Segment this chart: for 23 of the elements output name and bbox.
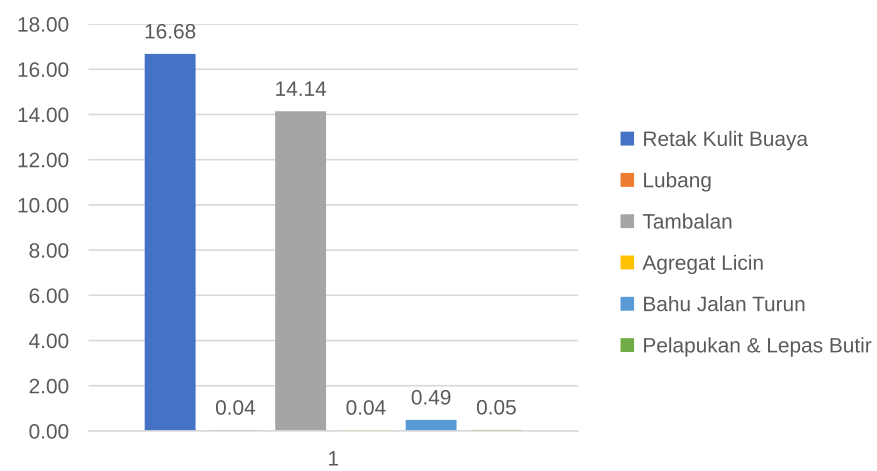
- y-tick-label: 6.00: [30, 288, 68, 304]
- data-label: 0.05: [476, 400, 516, 415]
- legend-label: Lubang: [644, 172, 711, 192]
- data-label: 0.49: [412, 390, 450, 405]
- y-tick-label: 14.00: [18, 107, 68, 122]
- legend-label: Tambalan: [642, 213, 732, 229]
- data-label: 0.04: [346, 400, 386, 415]
- y-tick-label: 2.00: [30, 378, 68, 394]
- x-tick-label: 1: [329, 451, 338, 466]
- y-tick-label: 0.00: [29, 424, 68, 439]
- data-label: 14.14: [276, 82, 326, 96]
- y-tick-label: 16.00: [18, 62, 68, 77]
- y-tick-label: 12.00: [18, 152, 68, 168]
- legend-label: Agregat Licin: [642, 254, 763, 274]
- y-tick-label: 10.00: [18, 198, 68, 213]
- data-label: 16.68: [146, 24, 196, 39]
- y-tick-label: 18.00: [18, 17, 68, 32]
- legend-label: Pelapukan & Lepas Butir: [644, 337, 872, 357]
- legend-label: Retak Kulit Buaya: [644, 130, 808, 150]
- data-label: 0.04: [216, 400, 256, 415]
- y-tick-label: 4.00: [29, 334, 68, 348]
- legend-label: Bahu Jalan Turun: [644, 296, 804, 312]
- y-tick-label: 8.00: [29, 243, 68, 258]
